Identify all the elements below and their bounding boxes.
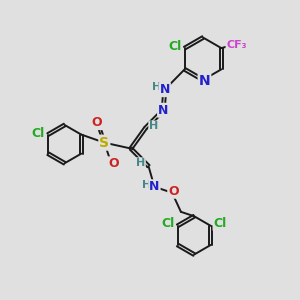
Text: N: N	[149, 180, 160, 193]
Text: N: N	[158, 104, 168, 117]
Text: H: H	[136, 158, 145, 168]
Text: S: S	[99, 136, 110, 150]
Text: CF₃: CF₃	[226, 40, 247, 50]
Text: O: O	[168, 185, 179, 198]
Text: O: O	[108, 157, 119, 170]
Text: N: N	[199, 74, 210, 88]
Text: O: O	[92, 116, 102, 129]
Text: H: H	[142, 180, 151, 190]
Text: Cl: Cl	[214, 217, 227, 230]
Text: Cl: Cl	[31, 128, 44, 140]
Text: Cl: Cl	[161, 217, 175, 230]
Text: N: N	[160, 83, 170, 96]
Text: H: H	[149, 122, 158, 131]
Text: H: H	[152, 82, 161, 92]
Text: Cl: Cl	[169, 40, 182, 53]
